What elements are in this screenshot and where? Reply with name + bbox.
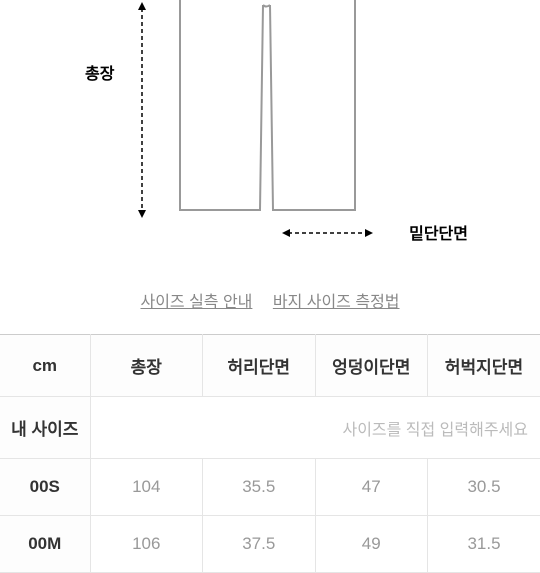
size-value: 31.5 [428,516,540,573]
col-header: 허벅지단면 [428,335,540,397]
unit-header: cm [0,335,90,397]
size-value: 47 [315,459,428,516]
help-links: 사이즈 실측 안내 바지 사이즈 측정법 [0,288,540,312]
my-size-label: 내 사이즈 [0,397,90,459]
size-value: 30.5 [428,459,540,516]
col-header: 엉덩이단면 [315,335,428,397]
size-row: 00S 104 35.5 47 30.5 [0,459,540,516]
table-header-row: cm 총장 허리단면 엉덩이단면 허벅지단면 [0,335,540,397]
size-guide-link[interactable]: 사이즈 실측 안내 [140,294,252,311]
size-value: 37.5 [203,516,316,573]
length-arrow [132,0,152,220]
my-size-row: 내 사이즈 사이즈를 직접 입력해주세요 [0,397,540,459]
my-size-input[interactable]: 사이즈를 직접 입력해주세요 [90,397,540,459]
pants-diagram: 총장 밑단단면 [0,0,540,270]
col-header: 허리단면 [203,335,316,397]
size-table: cm 총장 허리단면 엉덩이단면 허벅지단면 내 사이즈 사이즈를 직접 입력해… [0,334,540,573]
size-value: 106 [90,516,203,573]
size-label: 00S [0,459,90,516]
hem-label: 밑단단면 [409,220,468,244]
size-value: 35.5 [203,459,316,516]
size-value: 104 [90,459,203,516]
col-header: 총장 [90,335,203,397]
size-label: 00M [0,516,90,573]
size-row: 00M 106 37.5 49 31.5 [0,516,540,573]
hem-arrow [280,225,375,241]
measure-method-link[interactable]: 바지 사이즈 측정법 [273,294,400,311]
length-label: 총장 [85,60,114,84]
pants-outline [140,0,390,230]
size-value: 49 [315,516,428,573]
